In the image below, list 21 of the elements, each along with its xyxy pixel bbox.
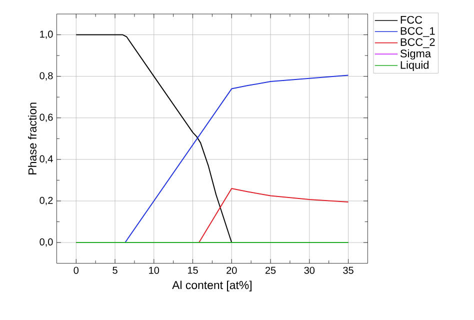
x-tick-label: 0 (74, 266, 79, 274)
legend-label: BCC_1 (400, 27, 435, 37)
y-tick-label: 1,0 (40, 30, 53, 39)
y-axis-title: Phase fraction (28, 102, 36, 174)
x-tick-label: 35 (343, 266, 354, 274)
y-tick-label: 0,4 (40, 155, 53, 164)
x-tick-label: 30 (304, 266, 315, 274)
legend-label: BCC_2 (400, 38, 435, 48)
x-tick-label: 25 (265, 266, 276, 274)
x-tick-label: 15 (188, 266, 198, 274)
legend-label: Sigma (400, 49, 432, 60)
x-axis-title: Al content [at%] (172, 280, 252, 292)
x-tick-label: 5 (112, 266, 118, 274)
legend-label: FCC (400, 16, 422, 24)
y-tick-label: 0,0 (40, 238, 53, 247)
y-tick-label: 0,8 (40, 72, 53, 80)
x-tick-label: 10 (149, 266, 160, 274)
y-tick-label: 0,2 (40, 196, 53, 206)
y-tick-label: 0,6 (40, 114, 53, 122)
legend-label: Liquid (400, 60, 428, 71)
x-tick-label: 20 (226, 266, 237, 274)
